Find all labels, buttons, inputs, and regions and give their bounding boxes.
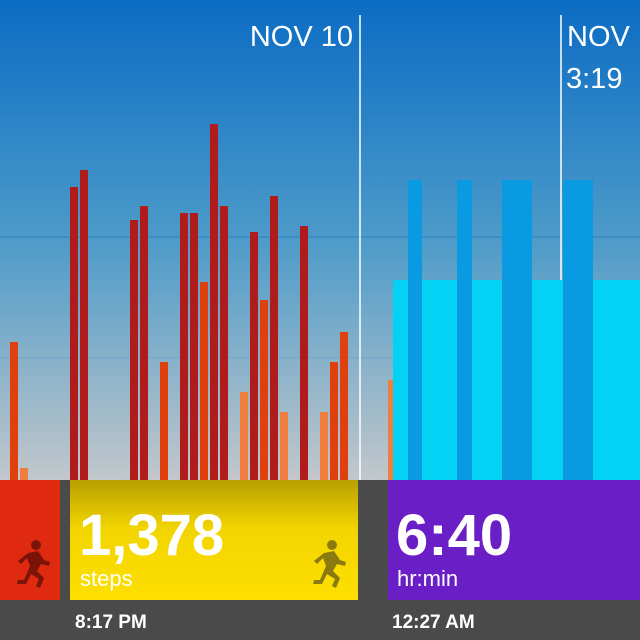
runner-icon <box>313 540 346 588</box>
time-label: 3:19 <box>566 63 622 95</box>
activity-button[interactable] <box>0 480 60 600</box>
steps-tile[interactable] <box>70 480 358 600</box>
activity-bars <box>10 124 393 480</box>
date-label: NOV <box>567 21 631 53</box>
steps-value: 1,378 <box>79 503 224 568</box>
sleep-time: 12:27 AM <box>392 612 475 633</box>
runner-icon <box>17 540 50 588</box>
steps-time: 8:17 PM <box>75 612 147 633</box>
sleep-tile[interactable] <box>388 480 640 600</box>
sleep-unit: hr:min <box>397 566 458 591</box>
sleep-bars <box>393 180 640 480</box>
date-label: NOV 10 <box>250 21 353 53</box>
steps-unit: steps <box>80 566 133 591</box>
sleep-value: 6:40 <box>396 503 512 568</box>
